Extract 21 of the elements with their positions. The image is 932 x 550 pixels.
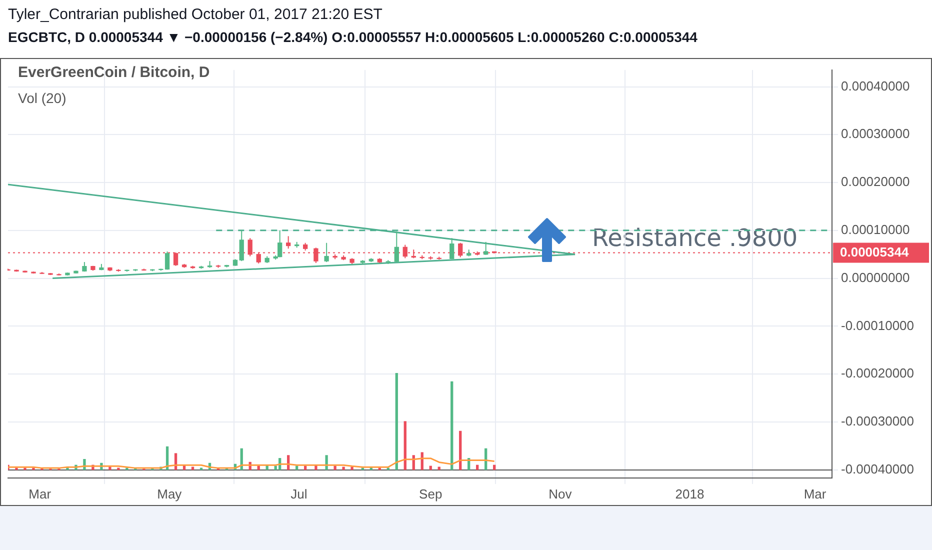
- y-tick-label: -0.00020000: [841, 366, 914, 381]
- x-tick-label: Mar: [804, 486, 827, 502]
- x-tick-label: Sep: [419, 486, 442, 502]
- y-tick-label: 0.00020000: [841, 174, 910, 190]
- y-tick-label: 0.00040000: [841, 78, 910, 94]
- text: Tyler_Contrarian published October 01, 2017 21:20 EST: [8, 6, 382, 23]
- chart-title: Vol (20): [18, 90, 66, 106]
- y-tick-label: 0.00010000: [841, 222, 910, 237]
- x-tick-label: 2018: [675, 486, 704, 502]
- ref-line-label: 0.00005344: [840, 244, 910, 260]
- x-tick-label: May: [157, 486, 182, 502]
- chart-title: EverGreenCoin / Bitcoin, D: [18, 64, 210, 81]
- y-tick-label: 0.00000000: [841, 270, 910, 285]
- x-tick-label: Mar: [28, 486, 52, 502]
- y-tick-label: -0.00010000: [841, 318, 914, 333]
- chart-subtitle: EGCBTC, D 0.00005344 ▼ −0.00000156 (−2.84%) O:0.00005557 H:0.00005605 L:0.00005260 C:0.00005344: [8, 29, 698, 45]
- x-tick-label: Jul: [290, 486, 308, 502]
- y-tick-label: -0.00040000: [841, 461, 914, 476]
- y-tick-label: -0.00030000: [841, 414, 914, 429]
- y-tick-label: 0.00030000: [841, 126, 910, 142]
- x-tick-label: Nov: [548, 486, 572, 502]
